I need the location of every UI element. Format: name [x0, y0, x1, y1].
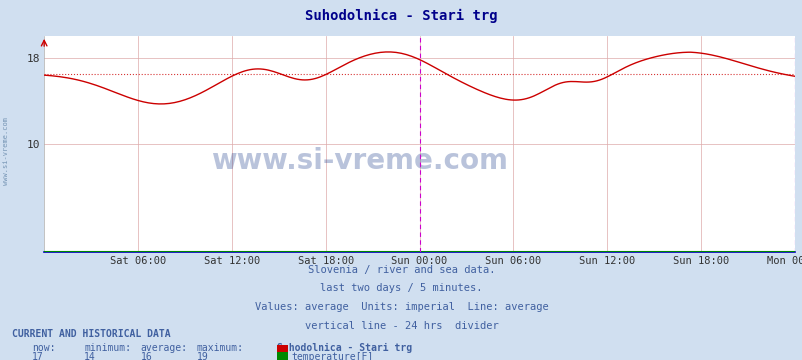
Text: 0: 0 — [84, 359, 90, 360]
Text: 0: 0 — [140, 359, 146, 360]
Text: vertical line - 24 hrs  divider: vertical line - 24 hrs divider — [304, 321, 498, 331]
Text: flow[foot3/min]: flow[foot3/min] — [291, 359, 379, 360]
Text: www.si-vreme.com: www.si-vreme.com — [3, 117, 10, 185]
Text: now:: now: — [32, 343, 55, 353]
Text: temperature[F]: temperature[F] — [291, 352, 373, 360]
Text: Slovenia / river and sea data.: Slovenia / river and sea data. — [307, 265, 495, 275]
Text: 0: 0 — [196, 359, 202, 360]
Text: CURRENT AND HISTORICAL DATA: CURRENT AND HISTORICAL DATA — [12, 329, 171, 339]
Text: last two days / 5 minutes.: last two days / 5 minutes. — [320, 283, 482, 293]
Text: 0: 0 — [32, 359, 38, 360]
Text: 16: 16 — [140, 352, 152, 360]
Text: 14: 14 — [84, 352, 96, 360]
Text: 19: 19 — [196, 352, 209, 360]
Text: 17: 17 — [32, 352, 44, 360]
Text: average:: average: — [140, 343, 188, 353]
Text: minimum:: minimum: — [84, 343, 132, 353]
Text: Suhodolnica - Stari trg: Suhodolnica - Stari trg — [305, 9, 497, 23]
Text: Suhodolnica - Stari trg: Suhodolnica - Stari trg — [277, 343, 411, 353]
Text: www.si-vreme.com: www.si-vreme.com — [211, 147, 508, 175]
Text: maximum:: maximum: — [196, 343, 244, 353]
Text: Values: average  Units: imperial  Line: average: Values: average Units: imperial Line: av… — [254, 302, 548, 312]
